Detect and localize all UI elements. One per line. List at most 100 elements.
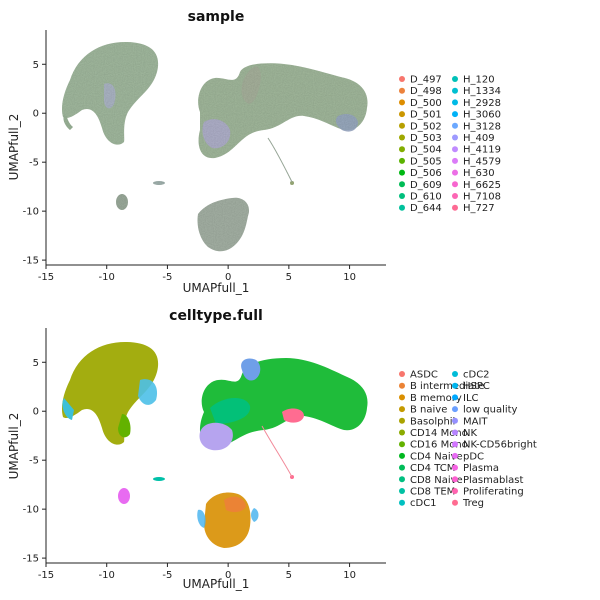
legend-swatch <box>452 204 458 211</box>
legend-swatch <box>452 488 458 494</box>
legend-swatch <box>399 382 405 389</box>
cloud-b <box>197 197 250 252</box>
y-tick-label: 5 <box>33 60 39 71</box>
axes <box>45 30 386 266</box>
legend-label: low quality <box>463 405 518 416</box>
legend-swatch <box>452 181 458 188</box>
cloud-cd14-mono-tip <box>118 414 131 438</box>
legend-label: H_120 <box>463 75 495 86</box>
x-tick-label: 10 <box>343 570 356 581</box>
legend-swatch <box>452 499 458 506</box>
legend-swatch <box>399 157 405 164</box>
legend-swatch <box>399 406 405 413</box>
legend-swatch <box>399 204 405 211</box>
x-tick-label: -15 <box>38 570 54 581</box>
cloud-mait <box>241 358 261 381</box>
legend-label: CD8 TEM <box>410 487 455 498</box>
x-tick-label: 5 <box>286 272 292 283</box>
legend-label: pDC <box>463 451 484 462</box>
legend-label: H_630 <box>463 168 495 179</box>
legend-label: B naive <box>410 405 447 416</box>
legend-swatch <box>452 382 458 389</box>
cloud-b-memory <box>224 496 246 513</box>
legend-label: H_7108 <box>463 192 501 203</box>
legend-label: H_3060 <box>463 110 501 121</box>
legend-swatch <box>399 394 405 401</box>
cloud-hspc <box>251 508 259 522</box>
legend-label: D_505 <box>410 156 442 167</box>
x-tick-label: 5 <box>286 570 292 581</box>
x-tick-label: -10 <box>99 272 115 283</box>
cloud-island-3 <box>290 181 294 185</box>
y-axis-label: UMAPfull_2 <box>7 114 21 181</box>
legend-label: D_610 <box>410 192 442 203</box>
cloud-mono-tail <box>63 114 73 130</box>
legend-label: CD8 Naive <box>410 475 463 486</box>
x-tick-label: 0 <box>225 570 231 581</box>
y-tick-label: -15 <box>23 256 39 267</box>
y-tick-label: -5 <box>29 456 39 467</box>
legend-swatch <box>452 76 458 82</box>
legend: D_497D_498D_500D_501D_502D_503D_504D_505… <box>399 75 501 214</box>
legend-swatch <box>452 169 458 176</box>
sample-panel: sample -15 -10 -5 0 5 10 5 0 -5 -10 -15 UMAPfull_… <box>7 9 501 295</box>
cloud-cd4 <box>199 358 368 449</box>
legend-swatch <box>452 417 458 424</box>
x-tick-label: -10 <box>99 570 115 581</box>
y-tick-label: -5 <box>29 158 39 169</box>
legend-swatch <box>452 122 458 129</box>
y-ticks: 5 0 -5 -10 -15 <box>23 60 46 267</box>
legend-swatch <box>399 111 405 118</box>
chart-title: celltype.full <box>169 308 263 324</box>
legend-label: Basolphil <box>410 416 455 427</box>
legend-label: D_502 <box>410 121 442 132</box>
strand <box>267 137 293 183</box>
legend-label: Proliferating <box>463 487 524 498</box>
legend-label: D_497 <box>410 75 442 86</box>
y-ticks: 5 0 -5 -10 -15 <box>23 358 46 565</box>
legend-label: D_503 <box>410 133 442 144</box>
cloud-island-1 <box>116 194 128 210</box>
legend-swatch <box>399 488 405 494</box>
legend-label: H_1334 <box>463 86 501 97</box>
x-ticks: -15 -10 -5 0 5 10 <box>38 563 356 581</box>
legend-label: CD16 Mono <box>410 440 468 451</box>
legend-swatch <box>399 134 405 141</box>
legend-swatch <box>399 417 405 424</box>
legend-label: D_501 <box>410 110 442 121</box>
cloud-nk <box>202 119 231 149</box>
cloud-nk <box>199 422 233 451</box>
legend-label: ASDC <box>410 370 438 381</box>
legend-swatch <box>452 406 458 413</box>
y-axis-label: UMAPfull_2 <box>7 413 21 480</box>
legend-label: D_504 <box>410 145 442 156</box>
legend-swatch <box>399 476 405 483</box>
legend-label: H_409 <box>463 133 495 144</box>
legend-swatch <box>452 452 458 459</box>
legend-label: NK-CD56bright <box>463 440 537 451</box>
legend-swatch <box>452 464 458 471</box>
cloud-t-lobe <box>241 66 261 104</box>
legend-label: CD14 Mono <box>410 428 468 439</box>
legend-swatch <box>399 99 405 106</box>
legend-label: H_3128 <box>463 121 501 132</box>
y-tick-label: -10 <box>23 207 39 218</box>
legend-swatch <box>452 134 458 141</box>
legend-swatch <box>452 193 458 199</box>
x-axis-label: UMAPfull_1 <box>183 577 250 591</box>
cloud-island-pdc <box>118 488 130 504</box>
celltype-panel: celltype.full -15 -10 -5 0 5 10 5 0 -5 -10 -15 <box>7 308 537 591</box>
y-tick-label: -15 <box>23 554 39 565</box>
legend-label: HSPC <box>463 381 490 392</box>
legend-swatch <box>399 169 405 176</box>
legend-label: H_4579 <box>463 156 501 167</box>
legend-label: H_6625 <box>463 180 501 191</box>
legend-label: H_2928 <box>463 98 501 109</box>
legend-swatch <box>452 99 458 106</box>
legend-swatch <box>399 181 405 188</box>
x-tick-label: -5 <box>162 272 172 283</box>
legend-swatch <box>452 371 458 377</box>
cloud-island-2 <box>153 181 165 185</box>
cloud-cd8-naive <box>210 397 251 424</box>
